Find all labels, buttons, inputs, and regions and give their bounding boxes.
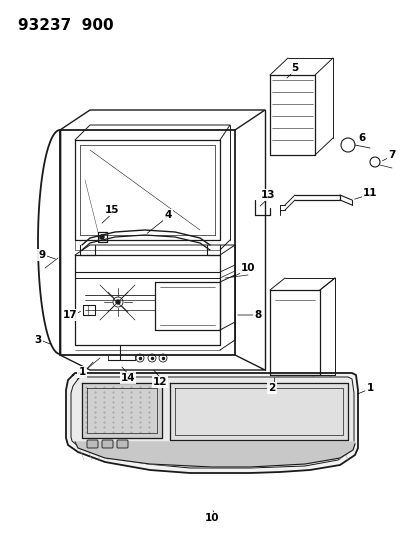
Polygon shape (170, 383, 347, 440)
Text: 7: 7 (387, 150, 395, 160)
Text: 1: 1 (366, 383, 373, 393)
Polygon shape (66, 373, 357, 473)
Text: 5: 5 (291, 63, 298, 73)
Text: 11: 11 (362, 188, 376, 198)
Circle shape (100, 235, 104, 239)
Text: 9: 9 (38, 250, 45, 260)
Polygon shape (82, 383, 161, 438)
Text: 15: 15 (104, 205, 119, 215)
Text: 10: 10 (240, 263, 255, 273)
Text: 14: 14 (121, 373, 135, 383)
FancyBboxPatch shape (102, 440, 113, 448)
FancyBboxPatch shape (117, 440, 128, 448)
Text: 3: 3 (34, 335, 42, 345)
FancyBboxPatch shape (87, 440, 98, 448)
Polygon shape (71, 377, 353, 468)
Text: 4: 4 (164, 210, 171, 220)
Text: 1: 1 (78, 367, 85, 377)
Polygon shape (75, 442, 354, 467)
Text: 12: 12 (152, 377, 167, 387)
Text: 2: 2 (268, 383, 275, 393)
Text: 13: 13 (260, 190, 275, 200)
Text: 8: 8 (254, 310, 261, 320)
Text: 17: 17 (62, 310, 77, 320)
Circle shape (116, 300, 120, 304)
Text: 93237  900: 93237 900 (18, 18, 113, 33)
Text: 10: 10 (204, 513, 219, 523)
Text: 6: 6 (358, 133, 365, 143)
